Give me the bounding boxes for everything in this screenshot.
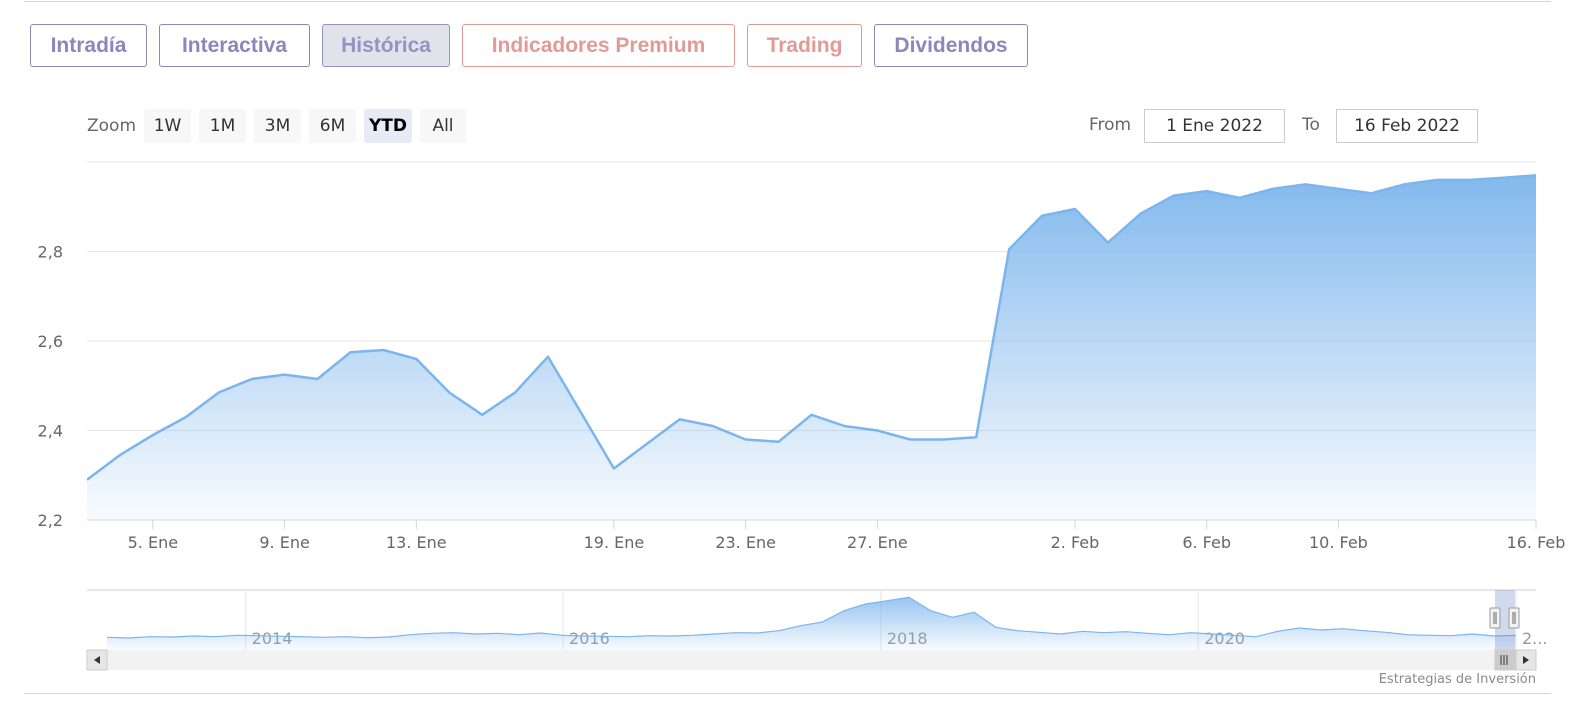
y-tick-label: 2,2 [38,511,63,530]
y-axis: 2,2 2,4 2,6 2,8 [38,243,63,531]
y-tick-label: 2,6 [38,332,63,351]
navigator-handle[interactable] [1508,607,1520,629]
bottom-divider [24,693,1551,694]
zoom-3m-button[interactable]: 3M [254,109,301,143]
chevron-left-icon [94,656,100,664]
navigator-line [106,596,1517,639]
zoom-all-button[interactable]: All [420,109,466,143]
y-tick-label: 2,4 [38,422,63,441]
price-line [87,174,1536,481]
chevron-right-icon [1523,656,1529,664]
tab-indicadores-premium[interactable]: Indicadores Premium [462,24,735,67]
price-area [87,175,1536,520]
tab-interactiva[interactable]: Interactiva [159,24,310,67]
zoom-ytd-button[interactable]: YTD [364,109,412,143]
y-tick-label: 2,8 [38,243,63,262]
x-tick-label: 27. Ene [847,533,908,552]
to-date-input[interactable]: 16 Feb 2022 [1336,109,1478,143]
navigator-year-label: 2... [1522,629,1547,648]
x-axis: 5. Ene 9. Ene 13. Ene 19. Ene 23. Ene 27. Ene… [128,520,1566,552]
x-tick-label: 5. Ene [128,533,178,552]
navigator-handle[interactable] [1489,607,1501,629]
navigator: 20142016201820202... [86,589,1547,671]
price-series [87,174,1536,520]
top-divider [24,1,1551,2]
from-date-input[interactable]: 1 Ene 2022 [1144,109,1285,143]
x-tick-label: 6. Feb [1182,533,1231,552]
to-label: To [1302,115,1320,135]
tab-dividendos[interactable]: Dividendos [874,24,1028,67]
from-label: From [1089,115,1132,135]
x-tick-label: 23. Ene [715,533,776,552]
x-tick-label: 13. Ene [386,533,447,552]
credit-text: Estrategias de Inversión [1378,672,1536,687]
scrollbar-thumb[interactable] [1494,649,1516,671]
navigator-selected-range [1495,590,1515,650]
x-tick-label: 19. Ene [584,533,645,552]
zoom-1m-button[interactable]: 1M [199,109,246,143]
x-tick-label: 16. Feb [1507,533,1566,552]
tab-intradia[interactable]: Intradía [30,24,147,67]
x-tick-label: 2. Feb [1051,533,1100,552]
zoom-label: Zoom [87,116,137,136]
x-tick-label: 10. Feb [1309,533,1368,552]
tab-trading[interactable]: Trading [747,24,862,67]
zoom-6m-button[interactable]: 6M [309,109,356,143]
zoom-1w-button[interactable]: 1W [144,109,191,143]
tab-historica[interactable]: Histórica [322,24,450,67]
scrollbar-track[interactable] [107,650,1516,670]
x-tick-label: 9. Ene [259,533,309,552]
navigator-area [107,597,1516,650]
